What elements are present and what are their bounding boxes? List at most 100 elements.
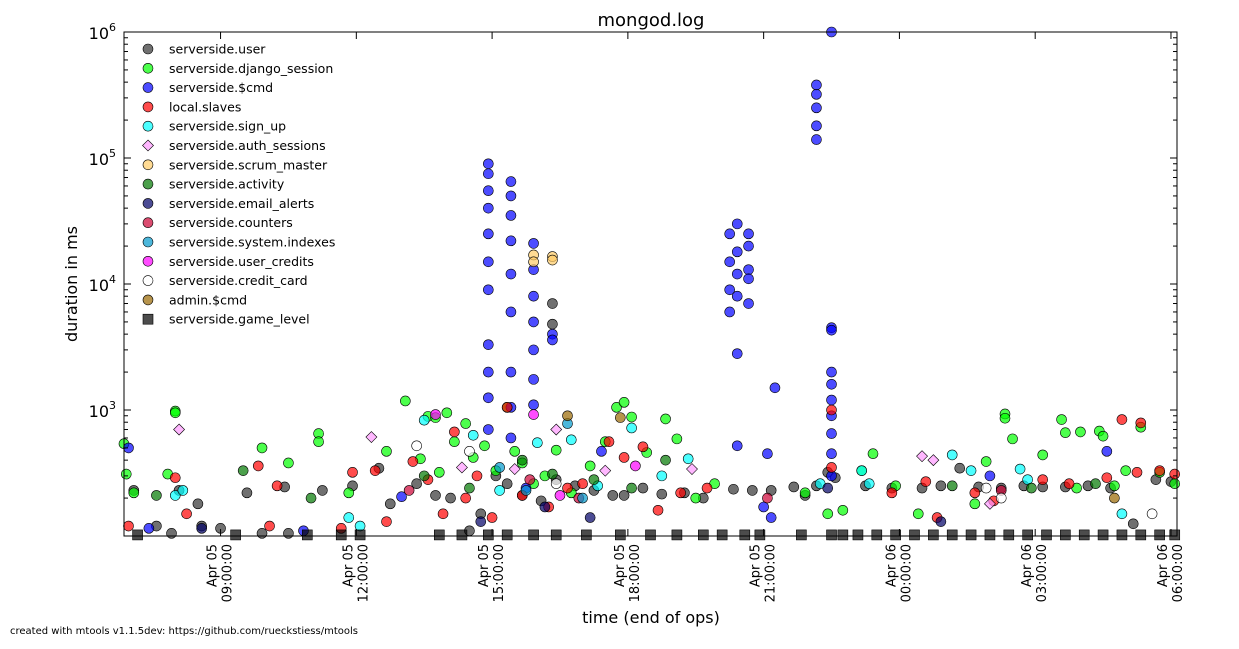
data-point <box>1154 465 1165 476</box>
legend-label: serverside.activity <box>169 177 285 192</box>
data-point <box>716 529 728 541</box>
data-point <box>343 487 355 499</box>
data-point <box>577 492 588 504</box>
data-point <box>1116 414 1128 425</box>
data-point <box>1116 508 1128 520</box>
data-point <box>483 424 494 435</box>
x-tick-label: Apr 05 12:00:00 <box>341 544 371 602</box>
series-4 <box>169 414 1128 532</box>
data-point <box>690 492 702 504</box>
data-point <box>256 528 268 539</box>
legend-marker <box>142 178 154 190</box>
data-point <box>271 480 283 492</box>
data-point <box>701 482 713 494</box>
x-tick-label: Apr 05 18:00:00 <box>613 544 643 602</box>
data-point <box>637 441 649 453</box>
data-point <box>528 529 539 541</box>
data-point <box>1014 463 1026 475</box>
data-point <box>464 482 475 494</box>
legend-label: serverside.sign_up <box>169 119 286 134</box>
x-tick-date: Apr 06 <box>884 544 899 587</box>
data-point <box>1041 529 1052 541</box>
series-3 <box>123 402 1181 534</box>
data-point <box>890 529 901 541</box>
data-point <box>430 409 441 420</box>
data-point <box>430 490 441 501</box>
data-point <box>1154 529 1165 541</box>
data-point <box>381 446 392 457</box>
data-point <box>456 529 468 541</box>
legend-label: serverside.user <box>169 42 266 57</box>
data-point <box>547 468 558 480</box>
data-point <box>177 485 189 496</box>
data-point <box>400 395 411 407</box>
data-point <box>471 470 483 482</box>
data-point <box>547 298 558 309</box>
data-point <box>618 490 630 501</box>
data-point <box>411 440 422 452</box>
data-point <box>826 462 837 473</box>
data-point <box>731 440 743 452</box>
data-point <box>505 210 517 221</box>
data-point <box>995 492 1007 504</box>
series-2 <box>123 26 1113 537</box>
data-point <box>483 339 494 350</box>
data-point <box>475 516 487 527</box>
data-point <box>317 485 328 496</box>
data-point <box>528 238 539 249</box>
data-point <box>505 306 517 318</box>
legend-label: serverside.scrum_master <box>169 157 328 172</box>
data-point <box>528 374 539 385</box>
data-point <box>396 491 407 503</box>
legend-marker <box>142 101 154 113</box>
data-point <box>547 318 558 330</box>
data-point <box>980 482 992 494</box>
data-point <box>283 457 294 469</box>
data-point <box>369 465 381 476</box>
data-point <box>788 481 800 493</box>
series-9 <box>403 474 1007 504</box>
data-point <box>935 480 947 492</box>
x-tick-date: Apr 05 <box>749 544 764 587</box>
data-point <box>565 434 577 446</box>
legend-label: serverside.credit_card <box>169 273 308 288</box>
data-point <box>863 478 875 490</box>
data-point <box>1063 478 1075 490</box>
x-tick-label: Apr 06 00:00:00 <box>884 544 914 602</box>
data-point <box>501 402 513 413</box>
data-point <box>743 298 754 309</box>
data-point <box>954 462 966 474</box>
data-point <box>335 529 347 541</box>
data-point <box>547 334 558 346</box>
data-point <box>581 529 592 541</box>
data-point <box>230 529 241 541</box>
data-point <box>562 410 573 422</box>
data-point <box>1169 478 1181 490</box>
data-point <box>528 256 539 268</box>
data-point <box>123 520 134 532</box>
data-point <box>799 487 811 499</box>
data-point <box>603 436 615 448</box>
data-point <box>169 472 181 484</box>
data-point <box>483 392 494 404</box>
series-1 <box>118 395 1181 520</box>
data-point <box>539 501 551 513</box>
data-point <box>151 490 162 501</box>
data-point <box>656 470 668 482</box>
data-point <box>826 529 837 541</box>
x-tick-date: Apr 06 <box>1020 544 1035 587</box>
y-axis-label: duration in ms <box>62 226 81 342</box>
data-point <box>1078 529 1090 541</box>
data-point <box>505 366 517 378</box>
data-point <box>826 394 837 406</box>
data-point <box>411 478 422 490</box>
data-point <box>256 442 268 454</box>
legend-marker <box>142 275 154 286</box>
legend-marker <box>142 120 154 132</box>
data-point <box>169 490 181 501</box>
data-point <box>596 446 607 457</box>
data-point <box>611 402 622 413</box>
data-point <box>120 468 132 480</box>
data-point <box>532 437 543 449</box>
x-tick-date: Apr 05 <box>341 544 356 587</box>
